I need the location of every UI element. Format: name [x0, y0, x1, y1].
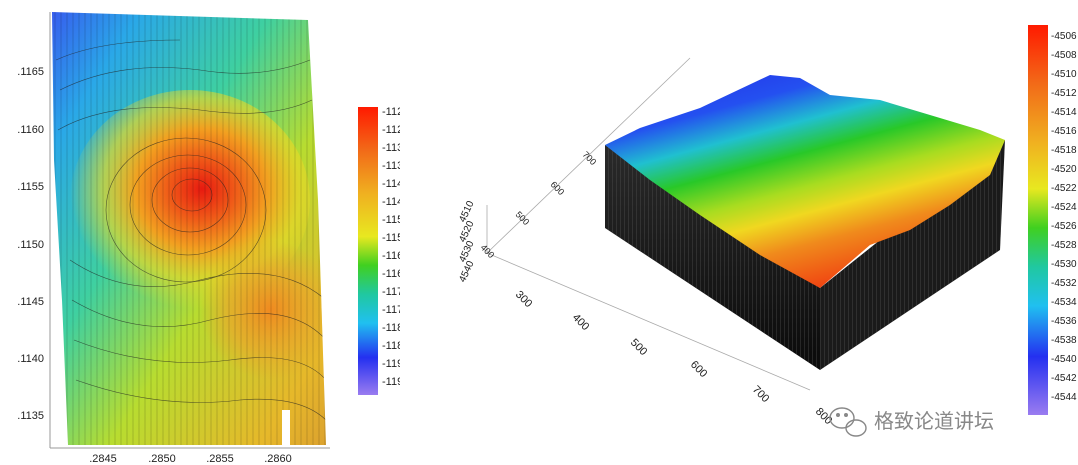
left-colorbar-tick: -1190	[382, 358, 400, 370]
right-colorbar-tick: -4512	[1051, 88, 1077, 99]
right-y-tick: 700	[581, 149, 599, 167]
watermark-text: 格致论道讲坛	[874, 409, 994, 433]
left-colorbar-tick: -1170	[382, 286, 400, 298]
left-y-tick: .1135	[17, 410, 44, 422]
left-colorbar-tick: -1195	[382, 376, 400, 388]
right-colorbar-tick: -4534	[1051, 297, 1077, 308]
right-x-tick: 500	[628, 337, 649, 358]
right-colorbar-tick: -4528	[1051, 240, 1077, 251]
right-colorbar-tick: -4514	[1051, 107, 1077, 118]
left-y-tick: .1165	[17, 66, 44, 78]
left-colorbar-tick: -1145	[382, 196, 400, 208]
left-map-surface	[52, 12, 326, 445]
left-colorbar-tick: -1120	[382, 106, 400, 118]
right-x-tick: 600	[688, 359, 709, 380]
left-colorbar-tick: -1125	[382, 124, 400, 136]
right-colorbar-tick: -4506	[1051, 31, 1077, 42]
right-colorbar-tick: -4536	[1051, 316, 1077, 327]
left-colorbar-tick: -1150	[382, 214, 400, 226]
left-colorbar-tick: -1175	[382, 304, 400, 316]
left-x-tick: .2845	[89, 453, 117, 465]
right-3d-axes	[486, 57, 811, 391]
right-x-tick: 800	[813, 406, 834, 427]
right-y-tick: 600	[549, 179, 567, 197]
left-colorbar-ticks: -1120 -1125 -1130 -1135 -1140 -1145 -115…	[382, 106, 400, 388]
left-y-tick: .1160	[17, 124, 44, 136]
left-colorbar-tick: -1185	[382, 340, 400, 352]
right-x-tick: 400	[570, 312, 591, 333]
right-colorbar-tick: -4508	[1051, 50, 1077, 61]
right-x-tick: 300	[513, 289, 534, 310]
right-colorbar-tick: -4516	[1051, 126, 1077, 137]
depth-ticks: 4510 4520 4530 4540	[457, 199, 477, 284]
left-colorbar	[358, 107, 378, 395]
right-colorbar	[1028, 25, 1048, 415]
right-colorbar-tick: -4538	[1051, 335, 1077, 346]
left-bathymetry-map: .1165 .1160 .1155 .1150 .1145 .1140 .113…	[17, 12, 400, 465]
left-y-tick: .1150	[17, 239, 44, 251]
block-top-surface	[605, 75, 1005, 288]
left-x-tick: .2860	[264, 453, 292, 465]
left-x-ticks: .2845 .2850 .2855 .2860	[89, 453, 292, 465]
right-colorbar-tick: -4522	[1051, 183, 1077, 194]
right-x-tick: 700	[750, 384, 771, 405]
right-colorbar-tick: -4542	[1051, 373, 1077, 384]
right-colorbar-tick: -4532	[1051, 278, 1077, 289]
right-colorbar-tick: -4540	[1051, 354, 1077, 365]
right-colorbar-tick: -4510	[1051, 69, 1077, 80]
left-colorbar-tick: -1155	[382, 232, 400, 244]
left-colorbar-tick: -1180	[382, 322, 400, 334]
depth-tick: 4540	[457, 259, 477, 284]
wechat-logo-icon	[829, 407, 867, 437]
right-colorbar-tick: -4520	[1051, 164, 1077, 175]
left-colorbar-tick: -1140	[382, 178, 400, 190]
left-colorbar-tick: -1165	[382, 268, 400, 280]
right-colorbar-tick: -4544	[1051, 392, 1077, 403]
right-colorbar-tick: -4530	[1051, 259, 1077, 270]
watermark: 格致论道讲坛	[829, 407, 994, 437]
right-3d-bathymetry: 4510 4520 4530 4540 300 400 500 600 700 …	[457, 25, 1077, 437]
left-y-ticks: .1165 .1160 .1155 .1150 .1145 .1140 .113…	[17, 66, 44, 422]
right-colorbar-tick: -4526	[1051, 221, 1077, 232]
right-y-tick: 400	[479, 242, 497, 260]
left-y-tick: .1145	[17, 296, 44, 308]
left-colorbar-tick: -1160	[382, 250, 400, 262]
left-colorbar-tick: -1130	[382, 142, 400, 154]
left-y-tick: .1155	[17, 181, 44, 193]
left-x-tick: .2850	[148, 453, 176, 465]
left-y-tick: .1140	[17, 353, 44, 365]
right-colorbar-ticks: -4506 -4508 -4510 -4512 -4514 -4516 -451…	[1051, 31, 1077, 403]
right-colorbar-tick: -4524	[1051, 202, 1077, 213]
left-x-tick: .2855	[206, 453, 234, 465]
left-colorbar-tick: -1135	[382, 160, 400, 172]
right-colorbar-tick: -4518	[1051, 145, 1077, 156]
